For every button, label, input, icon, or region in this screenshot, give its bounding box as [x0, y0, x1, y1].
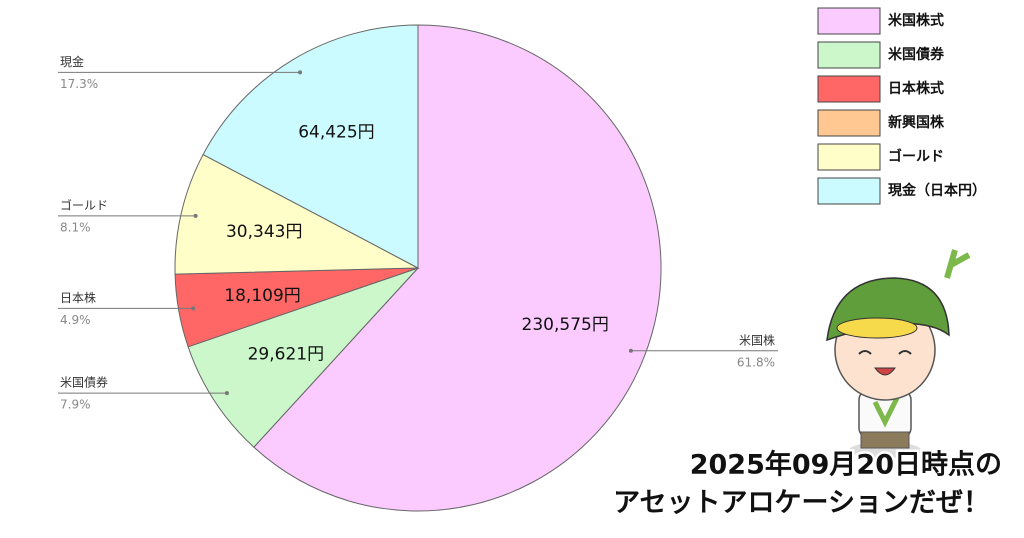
slice: [253, 24, 662, 512]
category-label: 米国債券: [60, 375, 108, 390]
callout-dot: [193, 213, 198, 218]
callout-dot: [628, 348, 633, 353]
legend-label: 現金（日本円）: [888, 182, 986, 199]
legend-label: 新興国株: [888, 114, 945, 131]
category-label: 現金: [60, 54, 84, 69]
legend-label: 米国株式: [888, 12, 944, 29]
value-label: 64,425円: [298, 123, 374, 143]
value-label: 29,621円: [248, 345, 324, 365]
percent-label: 17.3%: [60, 77, 98, 91]
callout-dot: [224, 391, 229, 396]
slice: [174, 153, 420, 275]
percent-label: 4.9%: [60, 313, 91, 327]
legend-label: 日本株式: [888, 80, 944, 97]
category-label: ゴールド: [60, 197, 108, 212]
mascot: [826, 249, 971, 458]
percent-label: 7.9%: [60, 398, 91, 412]
percent-label: 8.1%: [60, 220, 91, 234]
shorts: [860, 431, 910, 449]
mouth: [874, 367, 896, 376]
legend-swatch: [817, 7, 881, 35]
legend-swatch: [817, 41, 881, 69]
legend-label: 米国債券: [888, 46, 945, 63]
value-label: 18,109円: [224, 286, 300, 306]
caption-line: アセットアロケーションだぜ！: [613, 488, 990, 519]
callout-dot: [191, 306, 196, 311]
category-label: 米国株: [739, 332, 775, 347]
category-label: 日本株: [60, 290, 96, 305]
beak: [836, 317, 918, 339]
eyes: [858, 350, 912, 355]
legend-label: ゴールド: [888, 148, 944, 165]
percent-label: 61.8%: [737, 355, 775, 369]
callout-dot: [298, 70, 303, 75]
caption-line: 2025年09月20日時点の: [690, 449, 1002, 481]
legend-swatch: [817, 109, 881, 137]
legend-swatch: [817, 177, 881, 205]
sprout: [944, 249, 971, 279]
slice: [202, 24, 419, 269]
value-label: 30,343円: [226, 222, 302, 242]
slice: [187, 267, 419, 448]
legend-swatch: [817, 143, 881, 171]
legend-swatch: [817, 75, 881, 103]
value-label: 230,575円: [522, 315, 609, 335]
logo: [872, 396, 900, 428]
